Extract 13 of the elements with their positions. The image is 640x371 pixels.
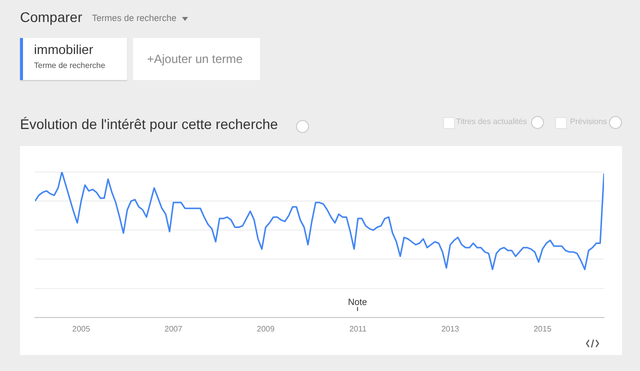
text: Comparer xyxy=(20,9,82,25)
x-tick-label: 2011 xyxy=(349,324,368,334)
annotation: Note xyxy=(348,297,368,307)
x-tick-label: 2009 xyxy=(256,324,276,334)
x-tick-label: 2007 xyxy=(164,324,183,334)
text: Terme de recherche xyxy=(34,61,106,70)
text: Termes de recherche xyxy=(92,13,177,23)
x-tick-label: 2005 xyxy=(72,324,91,334)
text: immobilier xyxy=(34,42,94,57)
x-tick-label: 2013 xyxy=(441,324,460,334)
text: +Ajouter un terme xyxy=(147,52,243,66)
x-tick-label: 2015 xyxy=(534,324,552,334)
chart-title: Évolution de l'intérêt pour cette recherche xyxy=(20,116,278,132)
